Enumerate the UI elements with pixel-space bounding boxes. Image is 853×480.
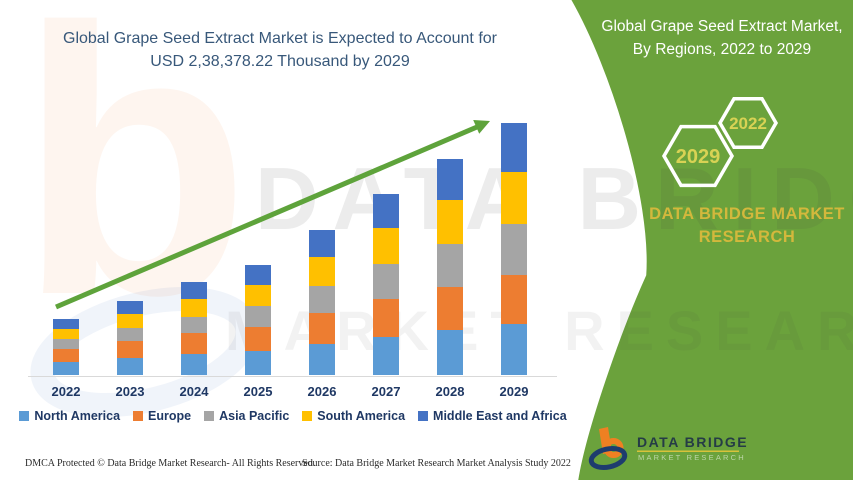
bar-segment-2022-middle-east-and-africa [53,319,79,329]
legend-item-asia-pacific: Asia Pacific [204,409,289,423]
bar-segment-2025-south-america [245,285,271,307]
x-axis-label-2024: 2024 [179,384,209,399]
side-panel-title-line1: Global Grape Seed Extract Market, [601,18,843,35]
bar-segment-2026-europe [309,312,335,344]
x-axis-label-2022: 2022 [51,384,81,399]
legend-label: Asia Pacific [219,409,290,423]
bar-segment-2023-south-america [117,314,143,328]
bar-segment-2024-north-america [181,354,207,375]
chart-legend: North America Europe Asia Pacific South Ame… [19,409,567,423]
bar-2023 [117,301,143,375]
bar-segment-2029-middle-east-and-africa [501,123,527,172]
bar-segment-2024-middle-east-and-africa [181,282,207,299]
chart-title-line1: Global Grape Seed Extract Market is Expe… [63,30,497,47]
bar-segment-2022-north-america [53,361,79,375]
side-panel-title-line2: By Regions, 2022 to 2029 [632,41,812,59]
bar-segment-2028-south-america [437,200,463,245]
x-axis-label-2023: 2023 [115,384,145,399]
bar-segment-2028-asia-pacific [437,244,463,287]
x-axis-label-2028: 2028 [435,384,465,399]
legend-label: North America [34,409,121,423]
bar-segment-2029-north-america [501,323,527,375]
bar-segment-2023-north-america [117,357,143,375]
legend-item-south-america: South America [302,409,405,423]
footer-dmca: DMCA Protected © Data Bridge Market Rese… [25,458,316,469]
legend-swatch-icon [19,411,30,421]
bar-segment-2022-south-america [53,328,79,340]
bar-segment-2024-europe [181,333,207,355]
bar-segment-2023-asia-pacific [117,327,143,342]
side-panel-brand: DATA BRIDGE MARKET RESEARCH [647,203,847,249]
bar-2029 [501,123,527,375]
bar-segment-2028-north-america [437,330,463,375]
legend-swatch-icon [204,411,215,421]
bar-segment-2027-south-america [373,228,399,265]
bar-segment-2024-south-america [181,298,207,317]
legend-swatch-icon [133,411,144,421]
bar-segment-2022-europe [53,348,79,362]
bar-segment-2022-asia-pacific [53,339,79,349]
bar-2024 [181,282,207,375]
x-axis-label-2026: 2026 [307,384,337,399]
bar-segment-2029-south-america [501,171,527,225]
bar-segment-2023-europe [117,341,143,358]
x-axis-label-2025: 2025 [243,384,273,399]
brand-line1: DATA BRIDGE MARKET [649,205,845,223]
bar-segment-2027-north-america [373,336,399,375]
bar-segment-2028-europe [437,286,463,331]
bar-segment-2027-europe [373,299,399,337]
bar-segment-2024-asia-pacific [181,316,207,334]
bar-segment-2027-asia-pacific [373,264,399,300]
legend-swatch-icon [418,411,429,421]
bar-segment-2025-north-america [245,350,271,375]
bar-segment-2025-europe [245,326,271,351]
bar-segment-2026-middle-east-and-africa [309,230,335,257]
bar-segment-2029-europe [501,274,527,324]
bar-segment-2027-middle-east-and-africa [373,194,399,229]
bar-2028 [437,159,463,375]
legend-item-europe: Europe [133,409,191,423]
bar-2022 [53,319,79,375]
bar-segment-2025-asia-pacific [245,306,271,327]
bar-segment-2029-asia-pacific [501,224,527,275]
bar-segment-2028-middle-east-and-africa [437,159,463,201]
x-axis-line [28,376,557,377]
bar-segment-2023-middle-east-and-africa [117,301,143,315]
legend-item-middle-east-and-africa: Middle East and Africa [418,409,567,423]
bar-2027 [373,194,399,375]
legend-swatch-icon [302,411,313,421]
x-axis-label-2029: 2029 [499,384,529,399]
footer-source: Source: Data Bridge Market Research Mark… [302,458,571,469]
chart-title-line2: USD 2,38,378.22 Thousand by 2029 [150,53,410,71]
legend-label: South America [317,409,406,423]
brand-line2: RESEARCH [698,228,796,247]
legend-item-north-america: North America [19,409,120,423]
chart-title: Global Grape Seed Extract Market is Expe… [30,27,530,73]
x-axis-label-2027: 2027 [371,384,401,399]
side-panel-title: Global Grape Seed Extract Market, By Reg… [598,15,846,62]
legend-label: Europe [148,409,192,423]
legend-label: Middle East and Africa [433,409,567,423]
bar-segment-2026-north-america [309,343,335,375]
bar-2026 [309,230,335,375]
bar-segment-2026-asia-pacific [309,285,335,313]
bar-segment-2025-middle-east-and-africa [245,265,271,286]
bar-2025 [245,265,271,375]
bar-segment-2026-south-america [309,256,335,286]
